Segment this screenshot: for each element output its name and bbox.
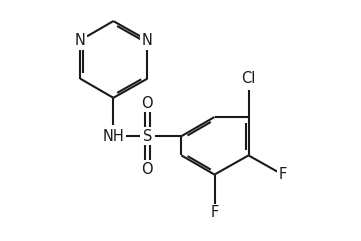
Text: Cl: Cl <box>242 71 256 86</box>
Text: O: O <box>142 96 153 111</box>
Text: O: O <box>142 162 153 177</box>
Text: N: N <box>75 33 86 48</box>
Text: N: N <box>142 33 153 48</box>
Text: S: S <box>143 129 152 144</box>
Text: NH: NH <box>103 129 124 144</box>
Text: F: F <box>210 205 219 221</box>
Text: F: F <box>278 167 287 182</box>
